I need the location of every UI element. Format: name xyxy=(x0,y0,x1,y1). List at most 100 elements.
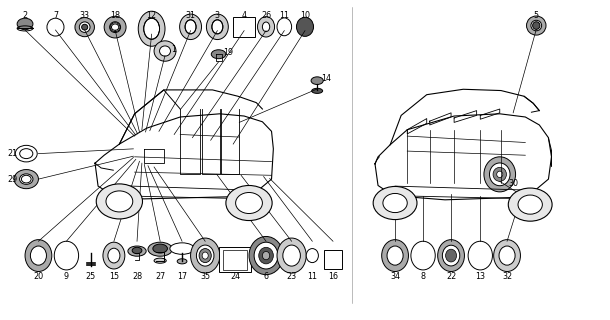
Ellipse shape xyxy=(493,240,520,271)
Text: 11: 11 xyxy=(307,272,317,281)
Ellipse shape xyxy=(75,18,95,37)
Ellipse shape xyxy=(47,18,64,36)
Ellipse shape xyxy=(259,247,273,264)
Ellipse shape xyxy=(311,77,323,84)
Ellipse shape xyxy=(277,238,306,273)
Ellipse shape xyxy=(144,18,160,39)
Text: 3: 3 xyxy=(215,11,220,20)
Ellipse shape xyxy=(382,240,409,271)
Text: 20: 20 xyxy=(34,272,43,281)
Text: 11: 11 xyxy=(279,11,289,20)
Text: 1: 1 xyxy=(171,45,176,54)
Text: 12: 12 xyxy=(146,11,157,20)
Text: 17: 17 xyxy=(177,272,187,281)
Ellipse shape xyxy=(25,240,52,271)
Text: 5: 5 xyxy=(534,11,539,20)
Text: 24: 24 xyxy=(230,272,240,281)
Ellipse shape xyxy=(96,184,143,219)
Ellipse shape xyxy=(153,244,168,253)
Ellipse shape xyxy=(499,246,515,265)
Ellipse shape xyxy=(531,20,542,31)
Text: 27: 27 xyxy=(155,272,165,281)
Text: 2: 2 xyxy=(23,11,27,20)
Ellipse shape xyxy=(160,46,171,56)
Text: 14: 14 xyxy=(321,74,331,83)
Ellipse shape xyxy=(283,245,300,266)
Text: 28: 28 xyxy=(132,272,142,281)
Ellipse shape xyxy=(235,193,262,213)
Ellipse shape xyxy=(312,88,323,93)
Text: 30: 30 xyxy=(508,180,518,188)
Bar xyxy=(325,251,342,269)
Ellipse shape xyxy=(518,195,542,214)
Ellipse shape xyxy=(383,194,407,212)
Ellipse shape xyxy=(249,236,283,275)
Ellipse shape xyxy=(14,170,38,189)
Ellipse shape xyxy=(106,191,133,212)
Ellipse shape xyxy=(254,242,278,269)
Ellipse shape xyxy=(296,17,314,36)
Text: 31: 31 xyxy=(185,11,196,20)
Ellipse shape xyxy=(497,171,503,178)
Ellipse shape xyxy=(442,245,460,266)
Text: 13: 13 xyxy=(475,272,486,281)
Ellipse shape xyxy=(206,14,228,40)
Bar xyxy=(219,247,251,272)
Ellipse shape xyxy=(148,242,172,256)
Bar xyxy=(233,17,255,37)
Ellipse shape xyxy=(468,241,492,270)
Ellipse shape xyxy=(445,249,456,262)
Text: 7: 7 xyxy=(53,11,58,20)
Text: 23: 23 xyxy=(287,272,296,281)
Text: 25: 25 xyxy=(85,272,96,281)
Text: 35: 35 xyxy=(200,272,210,281)
Ellipse shape xyxy=(411,241,436,270)
Text: 15: 15 xyxy=(109,272,119,281)
Ellipse shape xyxy=(82,24,88,30)
Ellipse shape xyxy=(104,16,126,38)
Ellipse shape xyxy=(508,188,552,221)
Text: 21: 21 xyxy=(8,149,18,158)
Ellipse shape xyxy=(20,149,33,159)
Ellipse shape xyxy=(373,187,417,220)
Text: 9: 9 xyxy=(64,272,69,281)
Ellipse shape xyxy=(20,174,33,184)
Ellipse shape xyxy=(493,167,506,181)
Text: 22: 22 xyxy=(446,272,456,281)
Ellipse shape xyxy=(177,259,187,264)
Text: 29: 29 xyxy=(8,175,18,184)
Ellipse shape xyxy=(202,252,208,259)
Ellipse shape xyxy=(262,252,270,260)
Ellipse shape xyxy=(387,246,403,265)
Ellipse shape xyxy=(79,22,90,32)
Ellipse shape xyxy=(257,17,275,37)
Ellipse shape xyxy=(110,22,121,33)
Ellipse shape xyxy=(484,157,515,192)
Ellipse shape xyxy=(30,246,46,265)
Text: 4: 4 xyxy=(242,11,246,20)
Ellipse shape xyxy=(489,163,510,186)
Ellipse shape xyxy=(103,242,125,269)
Ellipse shape xyxy=(17,18,33,30)
Ellipse shape xyxy=(138,11,165,46)
Ellipse shape xyxy=(54,241,79,270)
Ellipse shape xyxy=(226,186,272,220)
Ellipse shape xyxy=(306,249,318,263)
Ellipse shape xyxy=(211,50,226,59)
Ellipse shape xyxy=(190,238,220,273)
Text: 6: 6 xyxy=(264,272,268,281)
Ellipse shape xyxy=(154,258,167,263)
Text: 18: 18 xyxy=(110,11,120,20)
Text: 32: 32 xyxy=(502,272,512,281)
Ellipse shape xyxy=(154,41,176,61)
Ellipse shape xyxy=(132,247,142,254)
Ellipse shape xyxy=(199,249,211,263)
Ellipse shape xyxy=(170,243,194,254)
Ellipse shape xyxy=(110,23,120,32)
Bar xyxy=(223,250,247,270)
Text: 10: 10 xyxy=(300,11,310,20)
Text: 16: 16 xyxy=(328,272,338,281)
Ellipse shape xyxy=(212,20,223,34)
Ellipse shape xyxy=(196,245,214,266)
Ellipse shape xyxy=(438,240,464,271)
